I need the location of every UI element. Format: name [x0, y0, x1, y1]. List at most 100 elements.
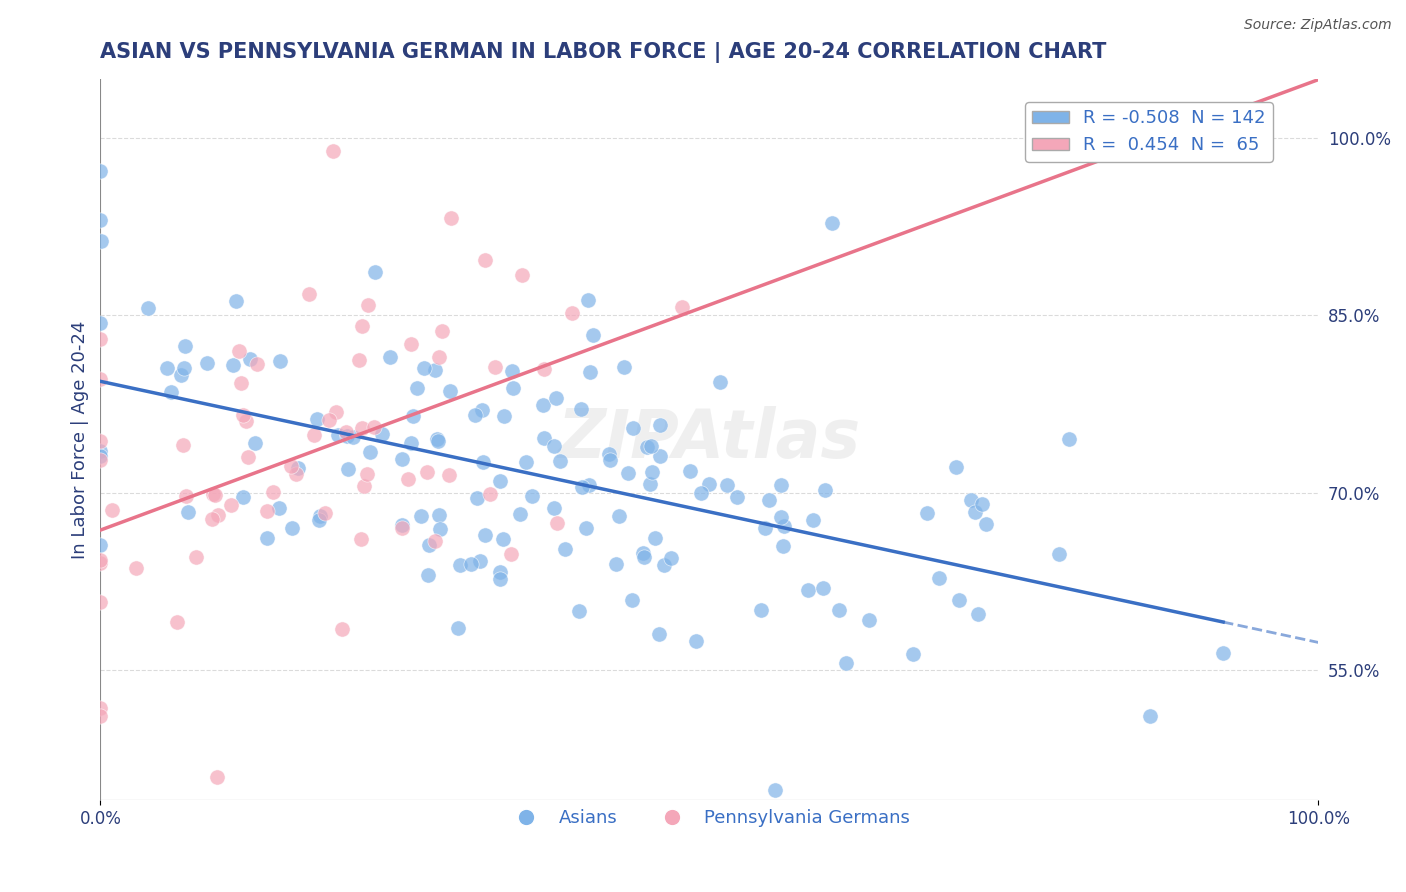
Point: [716, 477, 738, 491]
Point: [502, 381, 524, 395]
Point: [176, 505, 198, 519]
Point: [411, 508, 433, 523]
Point: [679, 464, 702, 478]
Text: ZIPAtlas: ZIPAtlas: [558, 407, 860, 473]
Point: [582, 328, 605, 343]
Point: [380, 351, 402, 365]
Point: [285, 467, 308, 481]
Point: [903, 647, 925, 661]
Point: [243, 436, 266, 450]
Point: [561, 306, 583, 320]
Point: [543, 500, 565, 515]
Point: [89, 444, 111, 458]
Point: [440, 211, 463, 225]
Point: [640, 439, 662, 453]
Point: [232, 491, 254, 505]
Text: ASIAN VS PENNSYLVANIA GERMAN IN LABOR FORCE | AGE 20-24 CORRELATION CHART: ASIAN VS PENNSYLVANIA GERMAN IN LABOR FO…: [100, 42, 1107, 62]
Point: [449, 558, 471, 573]
Point: [222, 358, 245, 372]
Point: [207, 508, 229, 523]
Point: [335, 425, 357, 439]
Point: [89, 449, 111, 463]
Point: [474, 528, 496, 542]
Point: [967, 607, 990, 622]
Y-axis label: In Labor Force | Age 20-24: In Labor Force | Age 20-24: [72, 320, 89, 558]
Point: [648, 450, 671, 464]
Point: [246, 357, 269, 371]
Point: [758, 493, 780, 508]
Point: [972, 497, 994, 511]
Point: [427, 434, 450, 448]
Point: [621, 593, 644, 607]
Point: [89, 332, 111, 346]
Point: [322, 145, 344, 159]
Point: [605, 557, 627, 571]
Point: [599, 453, 621, 467]
Point: [447, 621, 470, 635]
Point: [631, 546, 654, 560]
Point: [636, 440, 658, 454]
Point: [432, 324, 454, 338]
Point: [501, 547, 523, 561]
Point: [89, 709, 111, 723]
Point: [1057, 432, 1080, 446]
Point: [124, 561, 146, 575]
Point: [613, 359, 636, 374]
Point: [166, 615, 188, 629]
Point: [371, 427, 394, 442]
Point: [228, 344, 250, 359]
Point: [391, 521, 413, 535]
Point: [90, 234, 112, 248]
Point: [89, 553, 111, 567]
Point: [575, 521, 598, 535]
Point: [531, 398, 554, 412]
Point: [352, 318, 374, 333]
Point: [769, 477, 792, 491]
Point: [318, 413, 340, 427]
Point: [202, 487, 225, 501]
Point: [568, 604, 591, 618]
Point: [353, 478, 375, 492]
Point: [578, 478, 600, 492]
Point: [173, 361, 195, 376]
Point: [330, 623, 353, 637]
Point: [509, 507, 531, 521]
Point: [548, 453, 571, 467]
Point: [427, 508, 450, 522]
Point: [492, 532, 515, 546]
Point: [89, 556, 111, 570]
Point: [770, 510, 793, 524]
Point: [633, 550, 655, 565]
Point: [725, 490, 748, 504]
Point: [858, 613, 880, 627]
Point: [754, 521, 776, 535]
Point: [510, 268, 533, 282]
Point: [489, 566, 512, 580]
Point: [1212, 646, 1234, 660]
Point: [797, 583, 820, 598]
Point: [170, 368, 193, 383]
Point: [406, 381, 429, 395]
Point: [423, 363, 446, 377]
Point: [195, 356, 218, 370]
Point: [607, 509, 630, 524]
Point: [515, 455, 537, 469]
Point: [280, 459, 302, 474]
Point: [89, 316, 111, 330]
Point: [465, 491, 488, 506]
Point: [314, 506, 336, 520]
Point: [350, 421, 373, 435]
Point: [391, 517, 413, 532]
Point: [101, 502, 124, 516]
Point: [357, 297, 380, 311]
Point: [429, 522, 451, 536]
Point: [571, 480, 593, 494]
Point: [359, 445, 381, 459]
Point: [638, 476, 661, 491]
Point: [235, 414, 257, 428]
Point: [89, 434, 111, 448]
Point: [685, 634, 707, 648]
Point: [308, 508, 330, 523]
Point: [576, 293, 599, 307]
Point: [347, 352, 370, 367]
